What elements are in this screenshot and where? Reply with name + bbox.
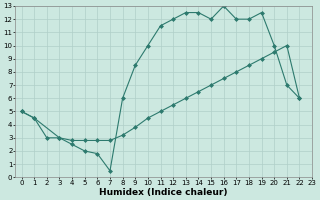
X-axis label: Humidex (Indice chaleur): Humidex (Indice chaleur) bbox=[100, 188, 228, 197]
